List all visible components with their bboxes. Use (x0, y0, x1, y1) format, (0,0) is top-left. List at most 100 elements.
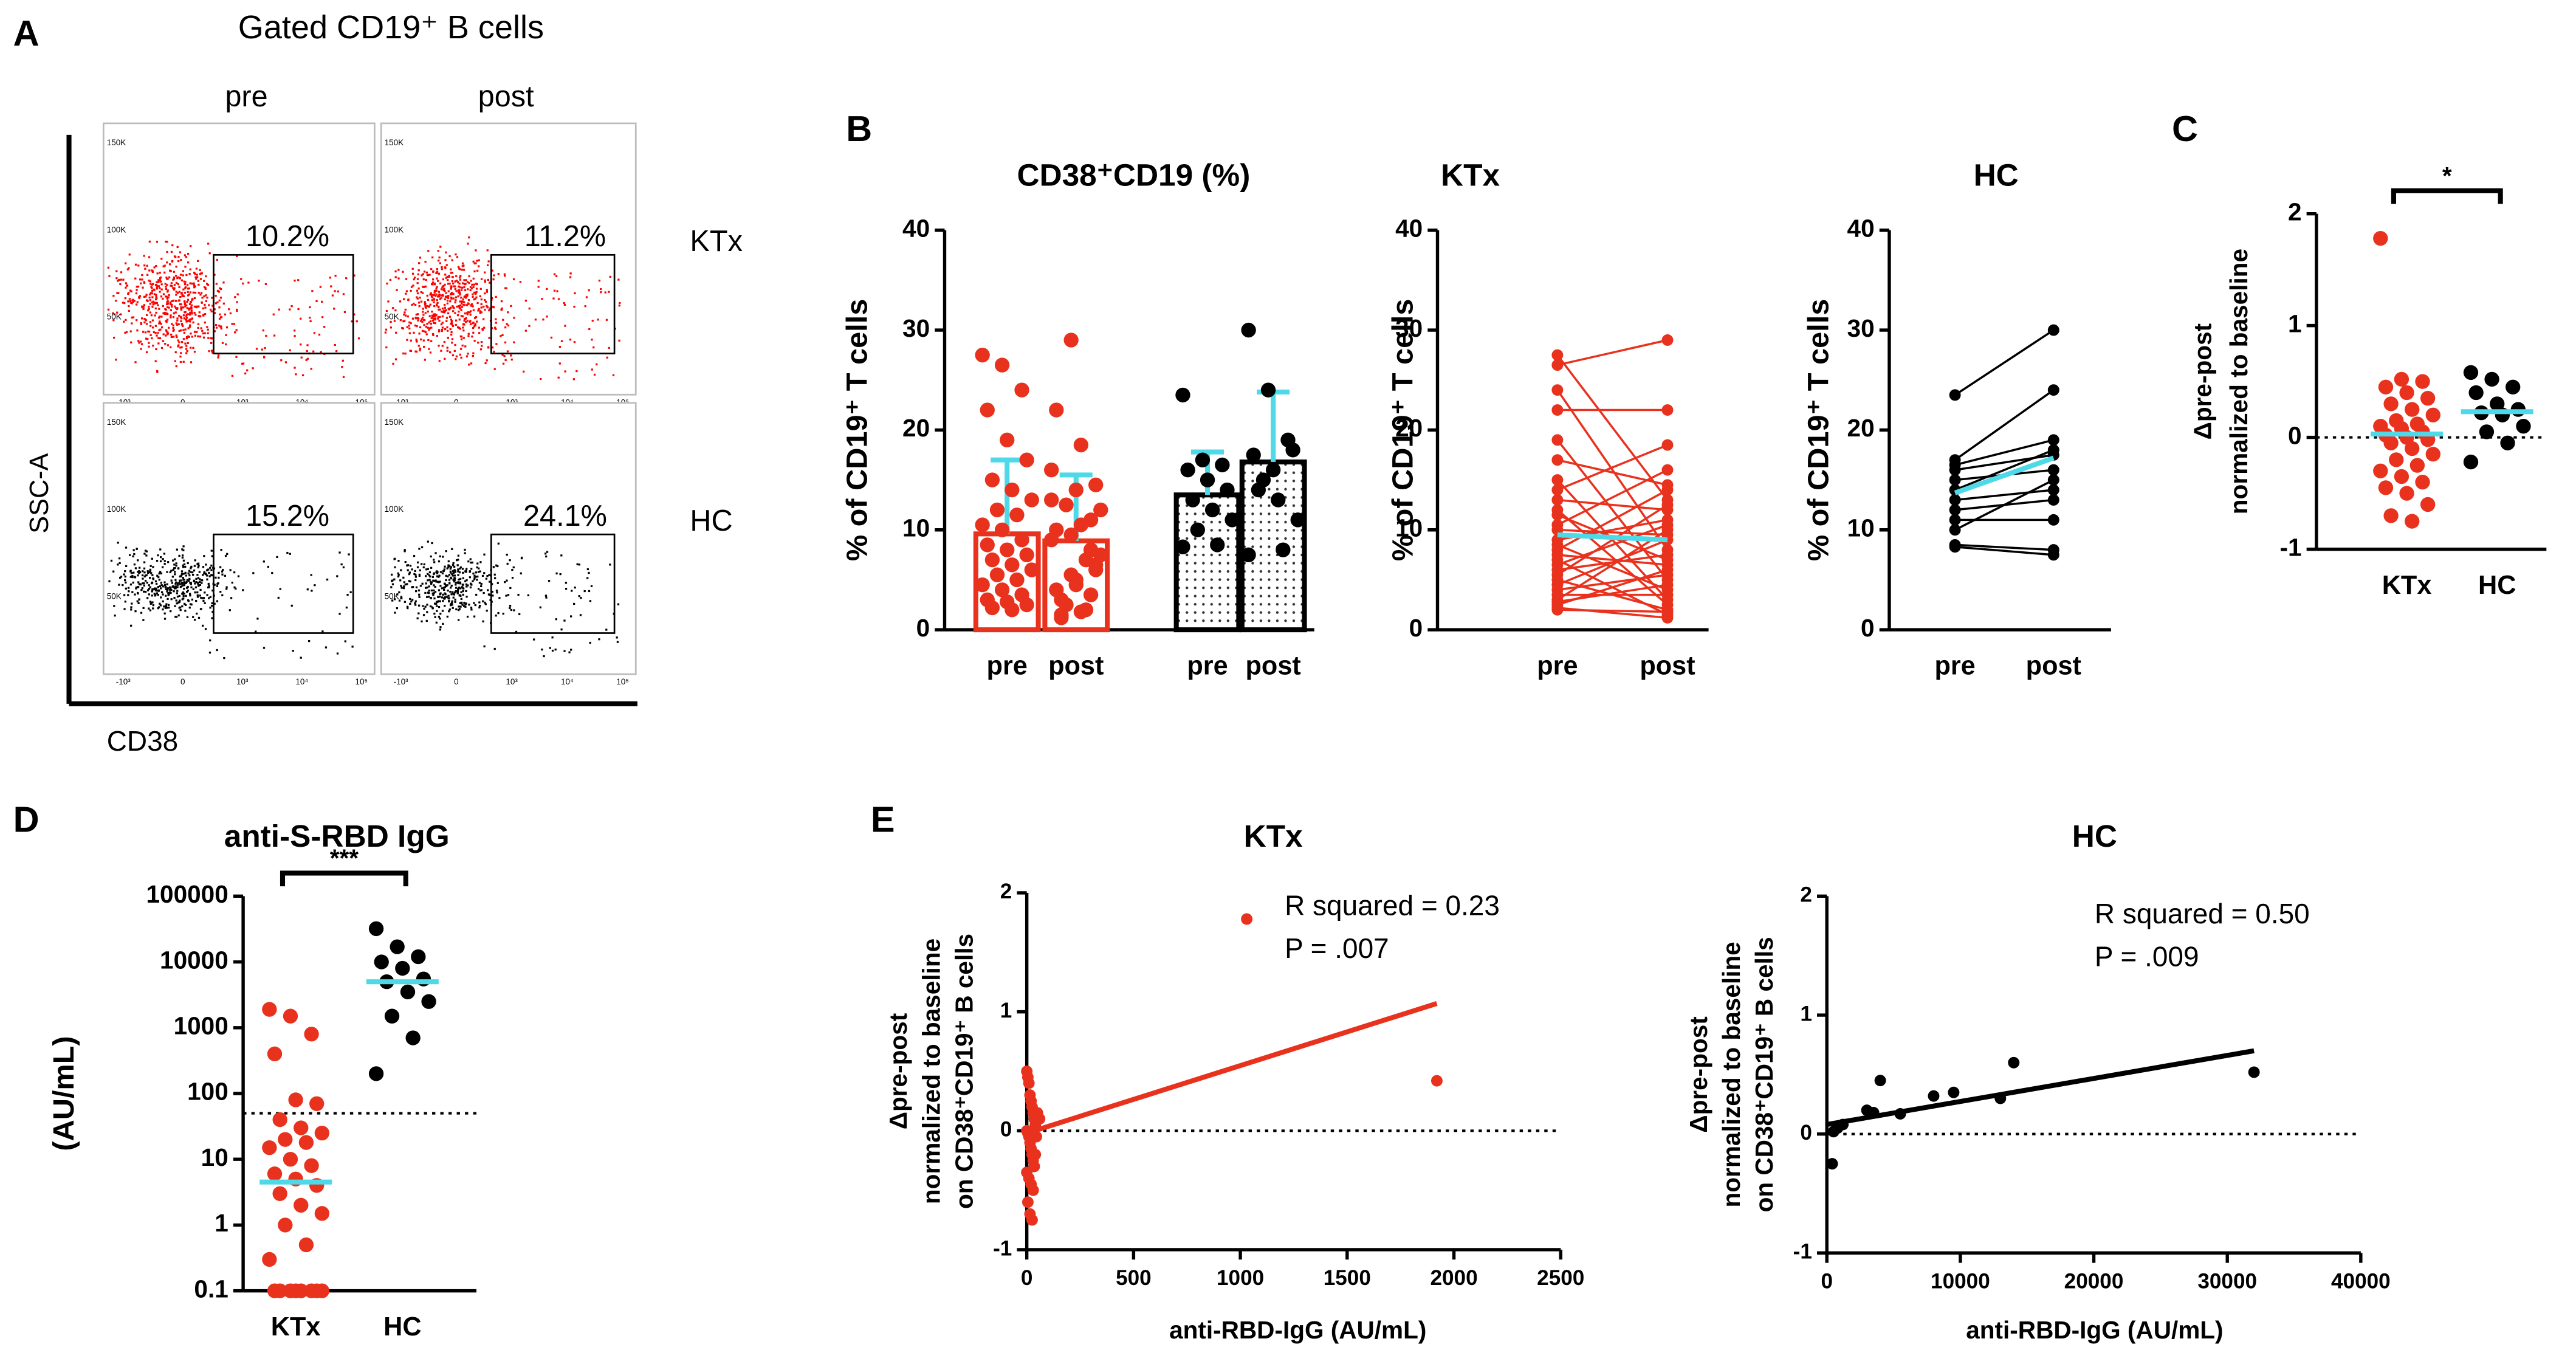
flow-event (163, 553, 166, 555)
flow-event (152, 326, 154, 329)
flow-event (481, 574, 484, 577)
flow-event (591, 320, 594, 322)
flow-event (184, 254, 186, 257)
flow-event (433, 592, 435, 594)
flow-event (190, 332, 192, 335)
flow-event (252, 367, 254, 370)
data-point (1431, 1075, 1443, 1087)
flow-event (175, 275, 177, 277)
flow-event (148, 306, 150, 308)
flow-event (421, 286, 424, 288)
flow-event (166, 333, 169, 336)
y-tick-label: 0 (916, 614, 930, 642)
flow-event (219, 316, 222, 319)
flow-event (450, 285, 453, 288)
flow-event (496, 591, 498, 594)
flow-event (436, 298, 438, 301)
flow-event (402, 576, 405, 579)
pair-line (1954, 329, 2055, 396)
flow-event (152, 607, 154, 610)
flow-event (255, 630, 257, 633)
flow-event (211, 351, 214, 354)
flow-event (167, 300, 169, 303)
flow-event (141, 278, 143, 281)
flow-event (157, 607, 159, 610)
flow-event (193, 311, 196, 314)
flow-event (455, 355, 458, 357)
flow-event (277, 596, 280, 599)
data-point (1949, 541, 1961, 553)
flow-event (479, 589, 482, 592)
flow-event (154, 314, 156, 317)
flow-event (191, 312, 193, 315)
flow-event (148, 293, 151, 296)
flow-event (507, 594, 510, 596)
flow-event (193, 284, 196, 286)
flow-event (439, 580, 441, 583)
flow-event (351, 320, 353, 323)
flow-event (199, 278, 202, 280)
flow-event (129, 289, 132, 292)
flow-event (174, 305, 176, 308)
flow-event (435, 289, 438, 292)
flow-event (407, 315, 409, 318)
data-point (262, 1140, 277, 1155)
flow-event (484, 281, 486, 283)
flow-event (140, 282, 142, 284)
flow-event (456, 280, 458, 282)
flow-event (394, 611, 396, 614)
flow-event (115, 300, 117, 302)
data-point (1005, 557, 1020, 573)
flow-event (213, 312, 216, 314)
flow-event (155, 294, 157, 297)
flow-event (560, 554, 563, 557)
flow-event (187, 342, 189, 345)
flow-event (455, 319, 458, 322)
flow-event (446, 584, 448, 587)
data-point (1271, 492, 1286, 508)
panel-label: E (871, 799, 895, 839)
flow-event (424, 591, 427, 594)
flow-event (448, 574, 451, 576)
flow-event (462, 605, 465, 607)
data-point (304, 1027, 319, 1042)
flow-event (406, 326, 408, 328)
flow-event (125, 587, 127, 590)
flow-event (129, 330, 132, 332)
flow-event (134, 361, 137, 363)
flow-event (447, 594, 450, 597)
flow-event (124, 575, 126, 578)
flow-event (171, 244, 174, 247)
flow-event (448, 351, 452, 354)
flow-event (453, 574, 456, 577)
data-point (1019, 597, 1034, 613)
flow-event (196, 276, 199, 278)
flow-event (184, 602, 186, 605)
flow-event (445, 596, 448, 598)
flow-event (338, 551, 341, 554)
flow-event (481, 329, 484, 331)
flow-event (151, 270, 154, 273)
flow-event (194, 582, 196, 585)
flow-event (444, 306, 447, 309)
flow-event (452, 562, 455, 565)
data-point (1551, 404, 1564, 416)
data-point (1068, 577, 1084, 593)
flow-event (419, 257, 422, 259)
flow-event (410, 600, 413, 603)
flow-event (461, 286, 464, 289)
flow-event (171, 305, 173, 308)
flow-event (162, 297, 164, 300)
flow-event (206, 326, 208, 328)
flow-event (461, 315, 464, 318)
flow-event (184, 305, 187, 308)
data-point (1005, 602, 1020, 618)
flow-event (470, 561, 472, 564)
flow-event (310, 368, 312, 370)
flow-event (151, 574, 154, 576)
flow-event (406, 583, 408, 585)
flow-event (128, 253, 131, 256)
flow-event (310, 574, 312, 576)
flow-event (167, 587, 170, 590)
flow-event (431, 314, 433, 317)
